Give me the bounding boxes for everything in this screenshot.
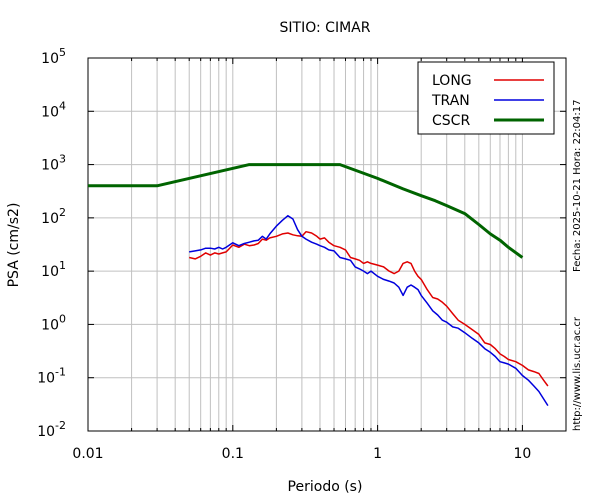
plot-frame: [87, 57, 567, 432]
x-tick-labels: 0.01 0.1 1 10: [72, 446, 531, 462]
axis-ticks: [87, 57, 567, 432]
legend-label-long: LONG: [432, 73, 472, 89]
series-lines: [88, 163, 549, 407]
x-tick-label: 0.01: [72, 446, 103, 462]
source-url: http://www.lis.ucr.ac.cr: [572, 316, 583, 431]
y-tick-label: 10-2: [37, 419, 66, 440]
series-tran-line: [189, 214, 549, 407]
series-long-line: [189, 230, 549, 387]
legend-label-cscr: CSCR: [432, 113, 470, 129]
legend-box: [417, 61, 555, 135]
y-tick-label: 10-1: [37, 366, 66, 387]
y-tick-label: 100: [41, 312, 66, 333]
date-time-stamp: Fecha: 2025-10-21 Hora: 22:04:17: [572, 100, 583, 273]
legend: LONG TRAN CSCR: [417, 61, 555, 135]
y-tick-label: 103: [41, 153, 66, 174]
x-tick-label: 1: [373, 446, 382, 462]
y-axis-label: PSA (cm/s2): [6, 203, 22, 288]
y-tick-label: 105: [41, 46, 66, 67]
y-tick-label: 104: [41, 99, 66, 120]
x-axis-label: Periodo (s): [288, 479, 363, 495]
x-tick-label: 10: [513, 446, 531, 462]
y-tick-label: 102: [41, 206, 66, 227]
series-cscr-line: [88, 163, 524, 259]
y-tick-labels: 10-2 10-1 100 101 102 103 104 105: [37, 46, 66, 440]
x-tick-label: 0.1: [222, 446, 244, 462]
y-tick-label: 101: [41, 259, 66, 280]
chart-title: SITIO: CIMAR: [280, 20, 371, 36]
legend-label-tran: TRAN: [431, 93, 470, 109]
